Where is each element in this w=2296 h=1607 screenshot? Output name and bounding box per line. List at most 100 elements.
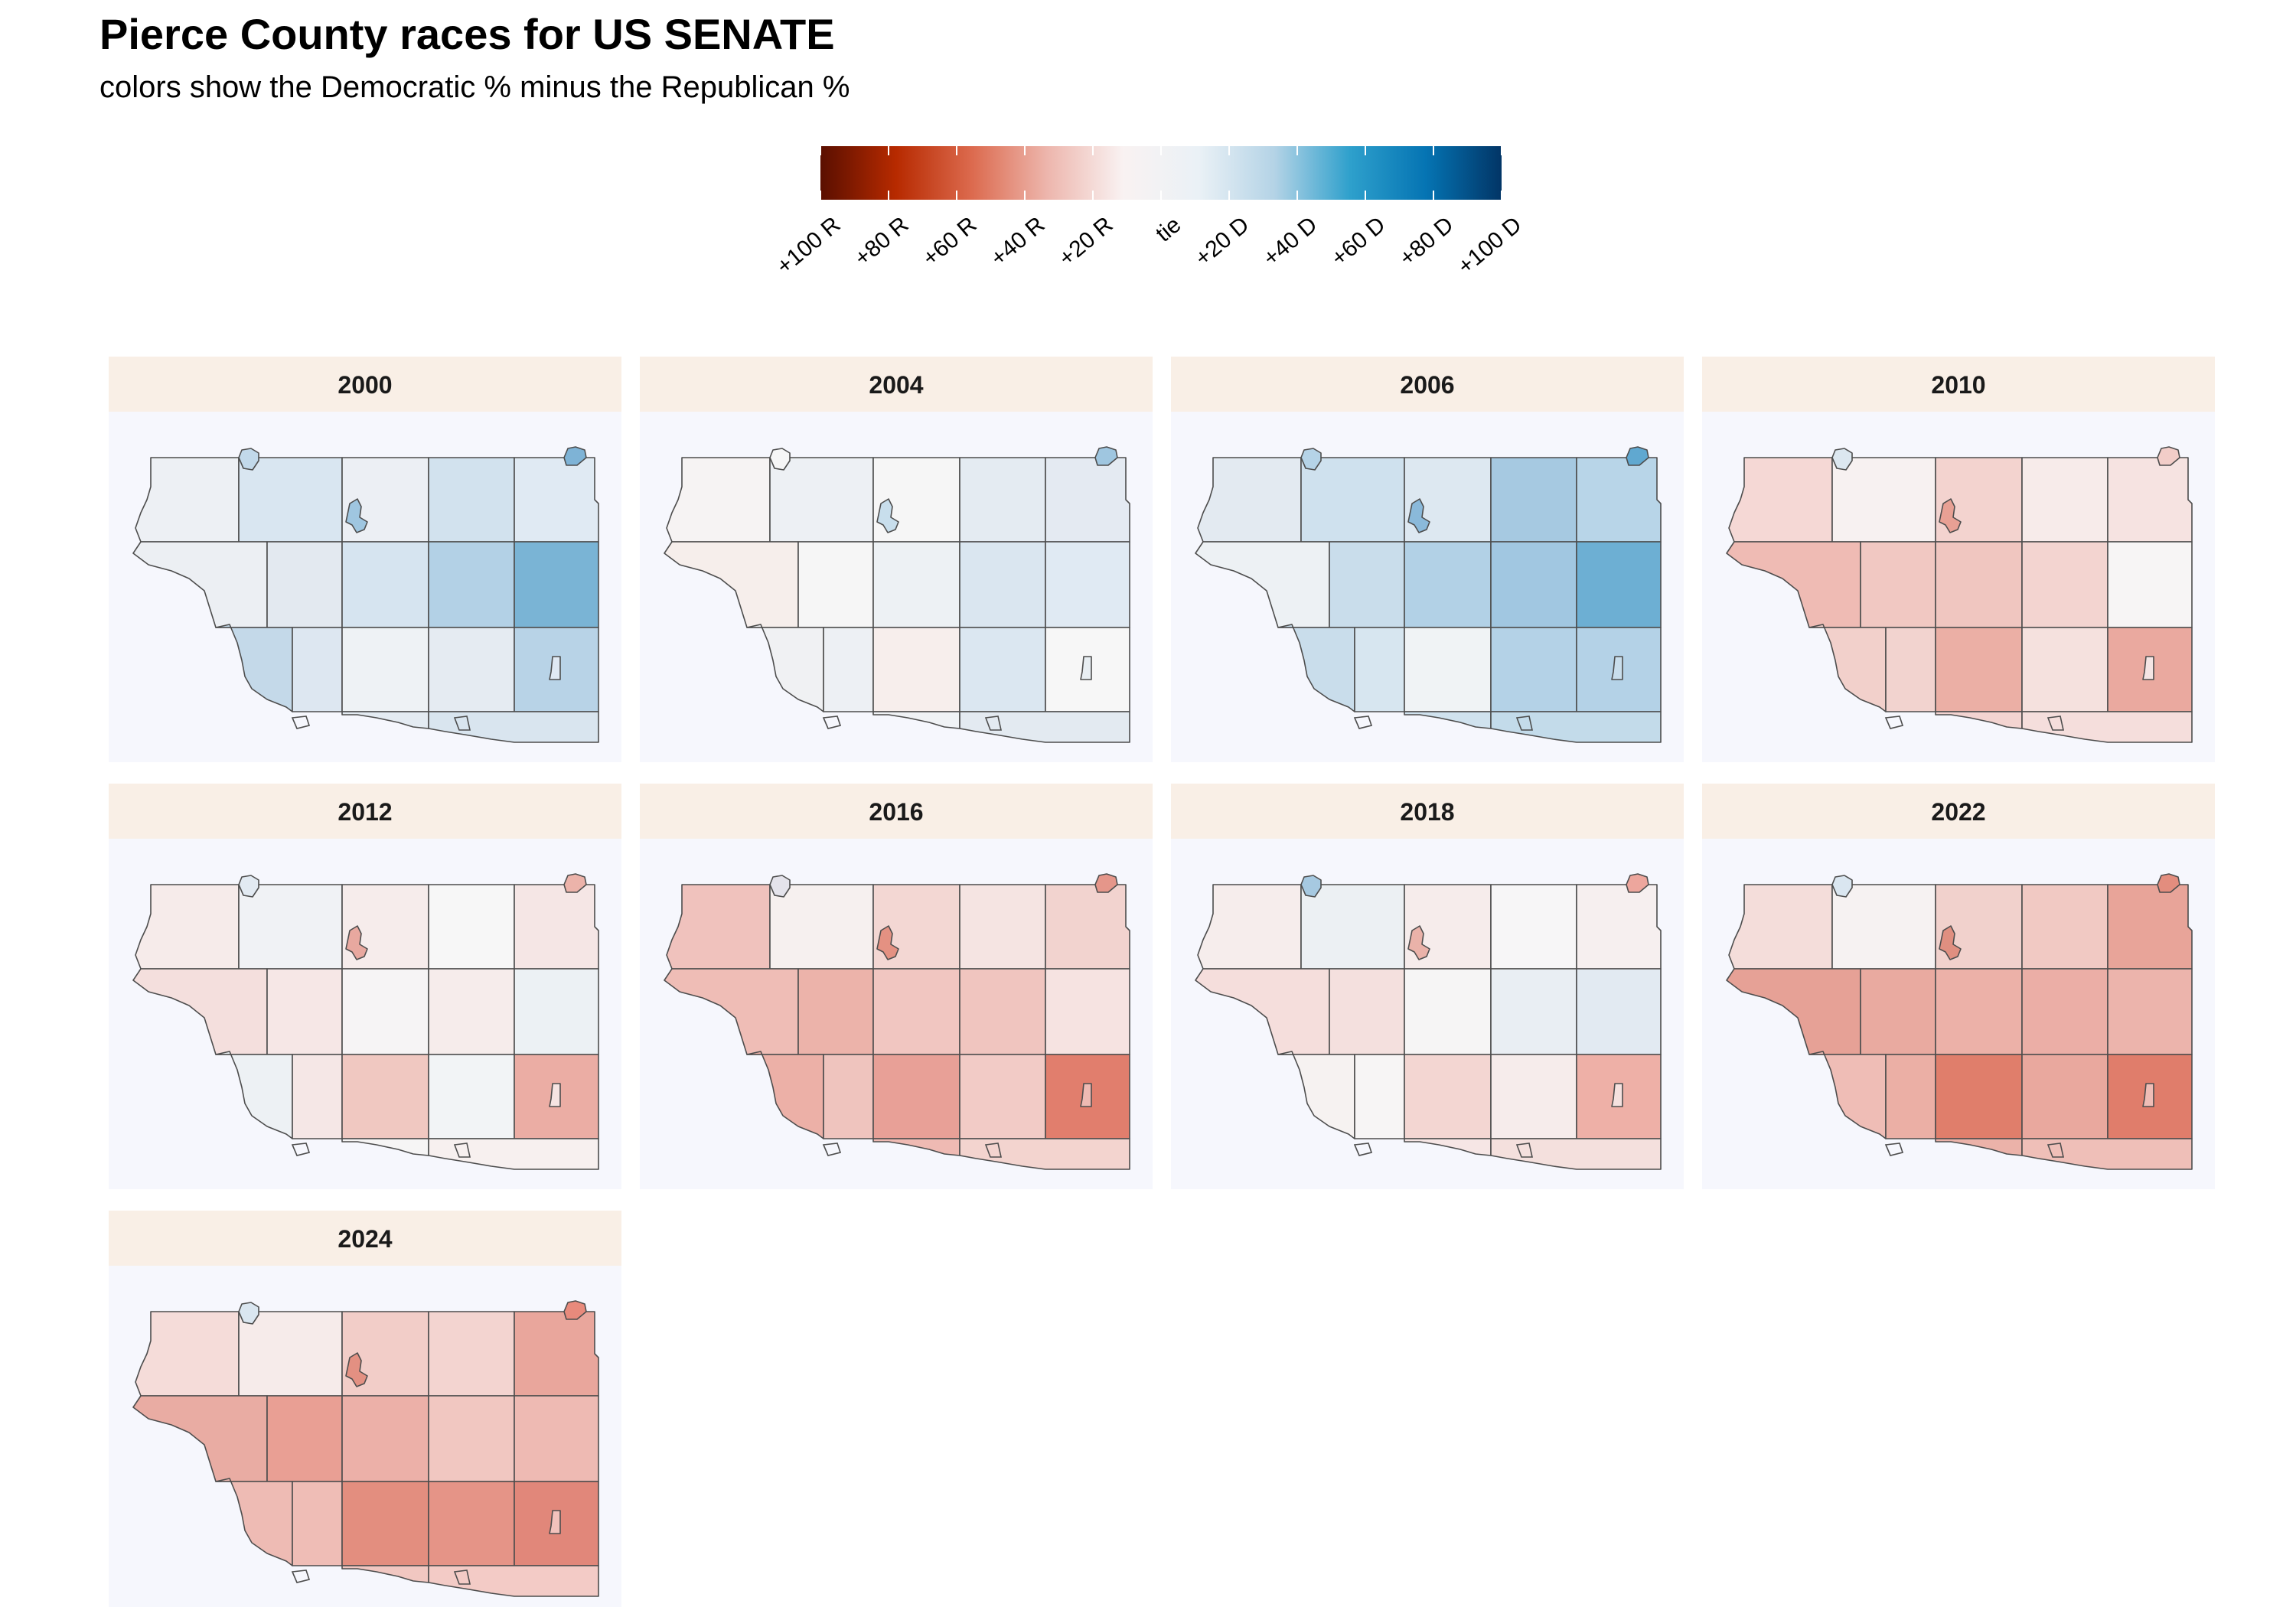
precinct-region <box>2107 457 2193 543</box>
precinct-region <box>2142 1083 2154 1107</box>
precinct-region <box>2021 457 2108 543</box>
precinct-region <box>769 875 791 898</box>
precinct-region <box>341 968 429 1055</box>
chart-subtitle: colors show the Democratic % minus the R… <box>99 70 850 104</box>
precinct-region <box>876 498 899 533</box>
map-panel-2022: 2022 <box>1702 784 2215 1189</box>
county-map <box>1726 873 2193 1170</box>
precinct-region <box>1045 457 1130 543</box>
precinct-region <box>1576 457 1662 543</box>
precinct-region <box>959 884 1046 970</box>
precinct-region <box>135 457 240 543</box>
map-panel-2012: 2012 <box>109 784 621 1189</box>
precinct-outline <box>2047 1143 2064 1158</box>
precinct-region <box>292 1054 343 1139</box>
precinct-region <box>2157 873 2180 893</box>
precinct-region <box>514 1395 599 1482</box>
precinct-region <box>1490 884 1577 970</box>
precinct-region <box>428 457 515 543</box>
precinct-region <box>823 627 874 712</box>
facet-label: 2010 <box>1931 371 1985 399</box>
precinct-region <box>2157 446 2180 466</box>
facet-strip <box>1702 784 2215 839</box>
precinct-region <box>2021 1054 2108 1139</box>
precinct-region <box>1939 925 1962 960</box>
precinct-outline <box>453 1570 471 1585</box>
map-panel-2000: 2000 <box>109 357 621 762</box>
precinct-region <box>238 448 259 471</box>
precinct-region <box>428 1138 599 1170</box>
precinct-region <box>1094 873 1118 893</box>
precinct-region <box>238 457 343 543</box>
facet-strip <box>640 357 1153 412</box>
precinct-region <box>1404 541 1492 628</box>
precinct-outline <box>822 1143 842 1156</box>
precinct-outline <box>291 1570 311 1583</box>
precinct-region <box>959 457 1046 543</box>
precinct-region <box>514 1311 599 1397</box>
precinct-region <box>345 498 368 533</box>
precinct-region <box>2107 968 2193 1055</box>
precinct-region <box>797 968 874 1055</box>
precinct-region <box>514 968 599 1055</box>
precinct-outline <box>1353 1143 1373 1156</box>
precinct-outline <box>2047 715 2064 731</box>
precinct-region <box>549 656 561 680</box>
precinct-region <box>1197 884 1302 970</box>
precinct-outline <box>291 715 311 729</box>
facet-strip <box>109 784 621 839</box>
precinct-region <box>1407 925 1430 960</box>
facet-label: 2000 <box>338 371 392 399</box>
precinct-region <box>428 1054 515 1139</box>
precinct-region <box>1197 457 1302 543</box>
precinct-region <box>2021 711 2193 743</box>
map-panel-2010: 2010 <box>1702 357 2215 762</box>
map-panel-2004: 2004 <box>640 357 1153 762</box>
precinct-region <box>1831 448 1853 471</box>
precinct-region <box>1611 1083 1623 1107</box>
precinct-region <box>1935 627 2023 712</box>
precinct-region <box>1354 1054 1405 1139</box>
precinct-region <box>341 1054 429 1139</box>
precinct-region <box>341 627 429 712</box>
county-map <box>664 446 1130 743</box>
precinct-region <box>872 541 960 628</box>
facet-label: 2004 <box>869 371 923 399</box>
precinct-outline <box>453 715 471 731</box>
precinct-region <box>1490 1054 1577 1139</box>
precinct-region <box>1490 968 1577 1055</box>
precinct-region <box>1094 446 1118 466</box>
map-panel-2006: 2006 <box>1171 357 1684 762</box>
precinct-region <box>1354 627 1405 712</box>
precinct-region <box>563 446 587 466</box>
facet-strip <box>1171 357 1684 412</box>
precinct-region <box>1404 968 1492 1055</box>
facet-strip <box>640 784 1153 839</box>
precinct-region <box>266 541 343 628</box>
precinct-region <box>428 1565 599 1597</box>
map-panel-2018: 2018 <box>1171 784 1684 1189</box>
chart-title: Pierce County races for US SENATE <box>99 10 835 58</box>
precinct-region <box>428 1395 515 1482</box>
precinct-region <box>428 968 515 1055</box>
precinct-outline <box>1353 715 1373 729</box>
precinct-region <box>2021 1138 2193 1170</box>
precinct-outline <box>1884 1143 1904 1156</box>
facet-label: 2018 <box>1400 798 1454 826</box>
precinct-region <box>341 1395 429 1482</box>
precinct-region <box>238 1311 343 1397</box>
precinct-region <box>959 541 1046 628</box>
precinct-region <box>1626 446 1649 466</box>
precinct-region <box>1611 656 1623 680</box>
precinct-region <box>341 541 429 628</box>
county-map <box>1726 446 2193 743</box>
precinct-region <box>1728 457 1833 543</box>
precinct-region <box>266 1395 343 1482</box>
facet-label: 2024 <box>338 1225 392 1253</box>
facet-label: 2006 <box>1400 371 1454 399</box>
precinct-region <box>563 873 587 893</box>
facet-label: 2022 <box>1931 798 1985 826</box>
facet-strip <box>109 1211 621 1266</box>
